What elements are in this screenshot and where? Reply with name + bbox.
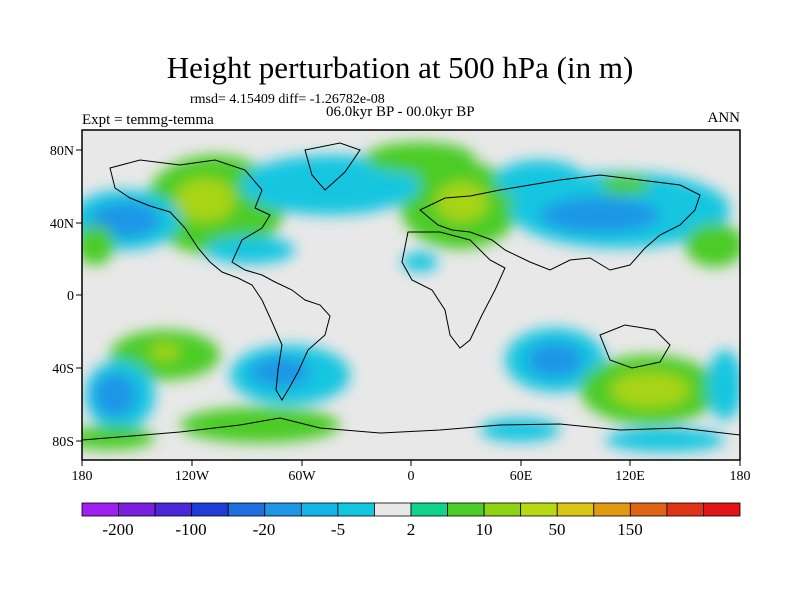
colorbar-swatch <box>81 502 119 517</box>
colorbar-swatch <box>300 502 339 517</box>
lat-label-40n: 40N <box>50 217 74 232</box>
anomaly-north-america-core <box>175 178 235 222</box>
colorbar-swatch <box>556 502 595 517</box>
coast-eurasia <box>419 174 701 271</box>
lon-label-180w: 180 <box>72 469 93 484</box>
anomaly-south-indian-ocean-core <box>527 342 583 378</box>
longitude-ticks <box>81 460 741 466</box>
lon-label-120w: 120W <box>175 469 210 484</box>
colorbar-label-minus-5: -5 <box>331 520 345 539</box>
anomaly-antarctic-far-east <box>605 428 725 452</box>
anomaly-arctic <box>365 142 475 174</box>
colorbar-swatch <box>410 502 448 517</box>
season-label: ANN <box>707 110 741 126</box>
colorbar-swatch <box>520 502 558 517</box>
anomaly-west-africa <box>402 252 438 272</box>
lat-label-0: 0 <box>67 289 74 304</box>
anomaly-antarctic-far-west <box>82 426 155 450</box>
coast-greenland <box>304 142 361 191</box>
lon-label-180e: 180 <box>730 469 751 484</box>
colorbar-label-minus-20: -20 <box>253 520 276 539</box>
colorbar-label-2: 2 <box>407 520 416 539</box>
colorbar-swatch <box>374 502 412 517</box>
colorbar <box>81 502 741 517</box>
period-text: 06.0kyr BP - 00.0kyr BP <box>326 104 475 120</box>
lat-label-40s: 40S <box>52 362 74 377</box>
anomaly-east-asia-core <box>540 197 660 233</box>
colorbar-labels: -200 -100 -20 -5 2 10 50 150 <box>102 520 642 539</box>
anomaly-south-atlantic-core <box>250 357 310 387</box>
anomaly-nw-pacific <box>685 223 740 267</box>
colorbar-swatch <box>154 502 193 517</box>
coast-australia <box>599 324 671 369</box>
coast-americas <box>109 159 331 401</box>
anomaly-australia-south-core <box>610 372 690 408</box>
lon-label-60e: 60E <box>510 469 533 484</box>
anomaly-dateline-north <box>82 225 115 265</box>
experiment-text: Expt = temmg-temma <box>82 112 214 128</box>
colorbar-swatch <box>264 502 302 517</box>
colorbar-swatch <box>118 502 156 517</box>
anomaly-dateline-south <box>707 350 740 420</box>
colorbar-label-50: 50 <box>549 520 566 539</box>
lon-label-0: 0 <box>408 469 415 484</box>
colorbar-swatch <box>483 502 522 517</box>
coast-africa <box>401 231 506 349</box>
colorbar-swatch <box>666 502 704 517</box>
anomaly-antarctic-east <box>480 418 560 442</box>
colorbar-swatch <box>191 502 229 517</box>
rmsd-diff-text: rmsd= 4.15409 diff= -1.26782e-08 <box>190 92 385 107</box>
coastlines <box>82 142 740 441</box>
lon-label-120e: 120E <box>615 469 645 484</box>
colorbar-swatch <box>227 502 266 517</box>
anomaly-ne-pacific-core <box>90 202 160 238</box>
height-anomaly-field <box>82 130 740 460</box>
colorbar-label-10: 10 <box>476 520 493 539</box>
lat-label-80s: 80S <box>52 435 74 450</box>
lat-label-80n: 80N <box>50 144 74 159</box>
colorbar-swatch <box>447 502 485 517</box>
anomaly-subtropical-atlantic <box>205 236 295 264</box>
map-title: Height perturbation at 500 hPa (in m) <box>166 50 634 85</box>
colorbar-swatch <box>337 502 375 517</box>
coast-antarctica <box>82 417 740 441</box>
colorbar-swatch <box>629 502 668 517</box>
lon-label-60w: 60W <box>288 469 316 484</box>
colorbar-swatch <box>703 502 741 517</box>
anomaly-europe-core <box>436 182 488 222</box>
latitude-ticks <box>76 149 82 442</box>
anomaly-antarctic-west <box>180 407 340 443</box>
anomaly-siberia <box>495 160 585 200</box>
colorbar-label-minus-100: -100 <box>175 520 206 539</box>
colorbar-label-150: 150 <box>617 520 643 539</box>
colorbar-swatch <box>593 502 631 517</box>
anomaly-south-pacific-core <box>150 344 180 360</box>
colorbar-label-minus-200: -200 <box>102 520 133 539</box>
anomaly-southern-ocean-west-core <box>93 373 137 417</box>
